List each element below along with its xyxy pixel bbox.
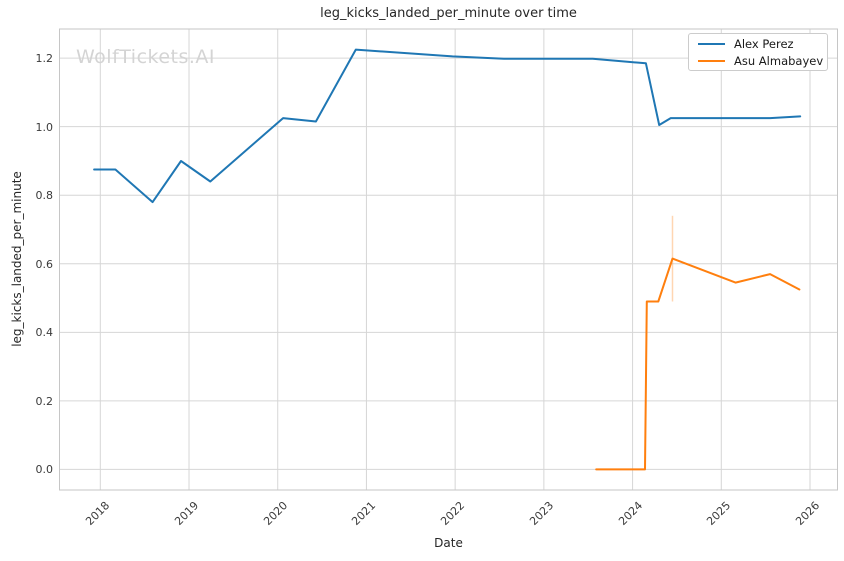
y-tick-label: 1.2 (35, 52, 54, 66)
series-line-alex-perez (93, 48, 802, 204)
x-axis-label: Date (434, 536, 463, 550)
y-tick-label: 0.0 (35, 463, 54, 477)
legend-label: Alex Perez (734, 36, 794, 51)
chart-title: leg_kicks_landed_per_minute over time (320, 6, 577, 21)
y-tick-label: 0.4 (35, 326, 54, 340)
watermark: WolfTickets.AI (76, 46, 216, 68)
legend-line-sample-icon (698, 59, 725, 62)
y-tick-label: 0.6 (35, 257, 54, 271)
legend: Alex Perez Asu Almabayev (688, 33, 828, 71)
y-tick-label: 1.0 (35, 120, 54, 134)
plot-border (59, 28, 838, 491)
legend-line-sample-icon (698, 42, 725, 45)
legend-label: Asu Almabayev (734, 53, 824, 68)
legend-entry-asu-almabayev: Asu Almabayev (689, 52, 827, 69)
series-line-asu-almabayev (595, 257, 801, 471)
y-tick-label: 0.8 (35, 189, 54, 203)
y-tick-label: 0.2 (35, 394, 54, 408)
legend-entry-alex-perez: Alex Perez (689, 35, 827, 52)
